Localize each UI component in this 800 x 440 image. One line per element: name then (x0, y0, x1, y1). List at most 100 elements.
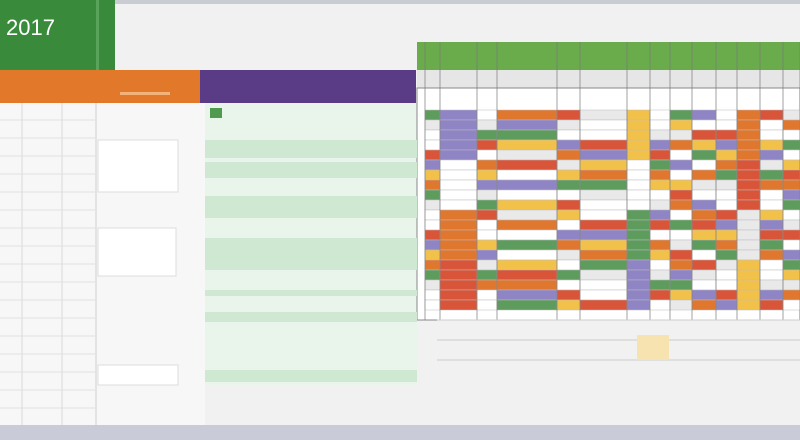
cell (736, 119, 761, 131)
cell (556, 249, 581, 261)
cell (691, 229, 717, 241)
cell (759, 179, 784, 191)
cell (579, 299, 628, 311)
cell (579, 259, 628, 271)
cell (736, 259, 761, 271)
cell (424, 209, 441, 221)
cell (736, 249, 761, 261)
cell (691, 289, 717, 301)
cell (736, 189, 761, 201)
cell (715, 209, 738, 221)
cell (579, 269, 628, 281)
green-stripe (205, 196, 417, 218)
cell (736, 269, 761, 281)
cell (649, 299, 671, 311)
cell (476, 179, 498, 191)
cell (782, 179, 800, 191)
cell (424, 259, 441, 271)
cell (439, 289, 478, 301)
cell (715, 149, 738, 161)
cell (496, 139, 558, 151)
cell (476, 259, 498, 271)
green-stripe (205, 238, 417, 262)
cell (759, 219, 784, 231)
cell (439, 279, 478, 291)
cell (626, 269, 651, 281)
year-badge (0, 0, 115, 70)
cell (496, 219, 558, 231)
cell (424, 299, 441, 311)
cell-grid (424, 109, 800, 311)
cell (439, 169, 478, 181)
orange-ribbon (0, 70, 200, 103)
cell (669, 269, 693, 281)
cell (439, 239, 478, 251)
cell (669, 119, 693, 131)
green-stripe (205, 262, 417, 270)
cell (579, 149, 628, 161)
cell (424, 269, 441, 281)
cell (424, 249, 441, 261)
cell (476, 299, 498, 311)
cell (669, 209, 693, 221)
cell (782, 189, 800, 201)
cell (424, 169, 441, 181)
cell (691, 109, 717, 121)
cell (782, 159, 800, 171)
cell (715, 249, 738, 261)
cell (556, 119, 581, 131)
cell (759, 239, 784, 251)
cell (626, 169, 651, 181)
input-box (97, 227, 177, 277)
cell (649, 109, 671, 121)
cell (736, 229, 761, 241)
green-stripe (205, 370, 417, 382)
cell (715, 159, 738, 171)
cell (579, 179, 628, 191)
cell (439, 119, 478, 131)
cell (691, 219, 717, 231)
cell (715, 289, 738, 301)
cell (579, 229, 628, 241)
cell (626, 189, 651, 201)
cell (691, 249, 717, 261)
cell (691, 299, 717, 311)
cell (691, 259, 717, 271)
cell (649, 279, 671, 291)
cell (626, 179, 651, 191)
cell (736, 109, 761, 121)
cell (476, 119, 498, 131)
sheet-subheader (417, 70, 800, 88)
cell (476, 289, 498, 301)
cell (782, 109, 800, 121)
cell (626, 239, 651, 251)
cell (715, 239, 738, 251)
cell (649, 169, 671, 181)
cell (782, 239, 800, 251)
cell (579, 199, 628, 211)
cell (715, 259, 738, 271)
cell (669, 109, 693, 121)
cell (759, 259, 784, 271)
cell (496, 239, 558, 251)
cell (556, 139, 581, 151)
cell (649, 159, 671, 171)
cell (626, 219, 651, 231)
top-edge (0, 0, 800, 4)
cell (626, 289, 651, 301)
purple-ribbon (200, 70, 416, 103)
cell (439, 219, 478, 231)
cell (496, 169, 558, 181)
cell (496, 269, 558, 281)
cell (496, 179, 558, 191)
cell (496, 149, 558, 161)
cell (759, 169, 784, 181)
cell (626, 109, 651, 121)
cell (579, 289, 628, 301)
cell (556, 159, 581, 171)
cell (626, 199, 651, 211)
cell (715, 299, 738, 311)
cell (691, 239, 717, 251)
